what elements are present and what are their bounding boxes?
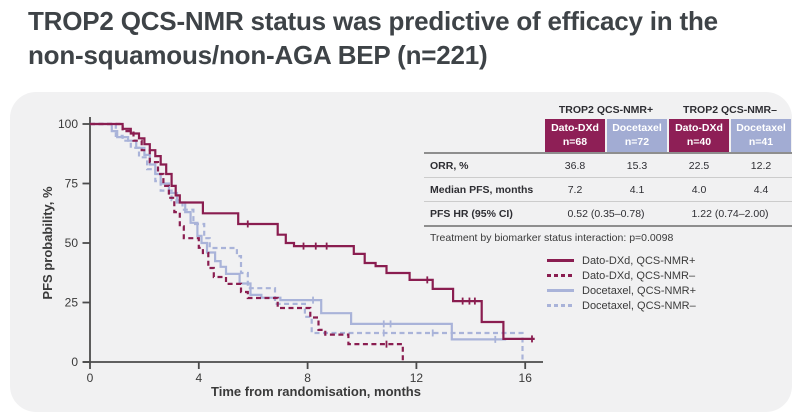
legend-item-2: Docetaxel, QCS-NMR+	[547, 283, 696, 298]
page-title-line-1: TROP2 QCS-NMR status was predictive of e…	[28, 6, 718, 36]
table-column-header-3: Docetaxel n=41	[731, 119, 791, 152]
y-tick-label: 75	[65, 177, 79, 191]
solid-line-swatch	[547, 289, 574, 292]
page-title: TROP2 QCS-NMR status was predictive of e…	[28, 4, 788, 73]
dashed-line-swatch	[547, 304, 574, 307]
table-group-header-qcs-nmr-minus: TROP2 QCS-NMR–	[683, 104, 777, 116]
x-tick-label: 12	[410, 371, 424, 385]
row-value: 4.4	[753, 183, 769, 196]
legend-item-1: Dato-DXd, QCS-NMR–	[547, 268, 696, 283]
row-label: ORR, %	[430, 159, 469, 172]
y-axis-title: PFS probability, %	[40, 186, 55, 300]
legend-label: Dato-DXd, QCS-NMR–	[582, 269, 696, 282]
table-column-header-row: Dato-DXd n=68 Docetaxel n=72 Dato-DXd n=40 Doc…	[424, 119, 792, 152]
table-column-header-1: Docetaxel n=72	[607, 119, 667, 152]
km-curve-dato-dxd-qcs-nmr+	[90, 122, 535, 340]
column-drug-name: Dato-DXd	[675, 122, 723, 134]
row-value: 22.5	[688, 159, 710, 172]
legend-label: Docetaxel, QCS-NMR–	[582, 299, 696, 312]
column-n: n=72	[624, 135, 650, 148]
x-tick-label: 8	[304, 371, 311, 385]
chart-legend: Dato-DXd, QCS-NMR+ Dato-DXd, QCS-NMR– Doce…	[547, 253, 696, 313]
table-header-spacer	[424, 119, 544, 152]
column-drug-name: Docetaxel	[736, 122, 786, 134]
table-row-2: PFS HR (95% CI) 0.52 (0.35–0.78) 1.22 (0.7…	[424, 202, 792, 225]
table-column-header-2: Dato-DXd n=40	[669, 119, 729, 152]
y-tick-label: 100	[58, 117, 78, 131]
column-n: n=68	[562, 135, 588, 148]
results-table: TROP2 QCS-NMR+ TROP2 QCS-NMR– Dato-DXd n=68…	[424, 100, 792, 244]
row-label: Median PFS, months	[430, 183, 534, 196]
row-value: 1.22 (0.74–2.00)	[691, 207, 769, 220]
row-value: 4.0	[691, 183, 707, 196]
table-row-1: Median PFS, months 7.2 4.1 4.0 4.4	[424, 178, 792, 202]
table-group-header-row: TROP2 QCS-NMR+ TROP2 QCS-NMR–	[424, 100, 792, 119]
table-column-header-0: Dato-DXd n=68	[545, 119, 605, 152]
row-label: PFS HR (95% CI)	[430, 207, 513, 220]
column-drug-name: Docetaxel	[612, 122, 662, 134]
solid-line-swatch	[547, 259, 574, 262]
legend-label: Dato-DXd, QCS-NMR+	[582, 254, 696, 267]
column-n: n=41	[748, 135, 774, 148]
dashed-line-swatch	[547, 274, 574, 277]
table-group-header-qcs-nmr-plus: TROP2 QCS-NMR+	[558, 104, 654, 116]
page-title-line-2: non-squamous/non-AGA BEP (n=221)	[28, 40, 488, 71]
km-curve-docetaxel-qcs-nmr-	[90, 122, 524, 360]
km-curve-dato-dxd-qcs-nmr-	[90, 122, 404, 362]
y-tick-label: 50	[65, 236, 79, 250]
row-value: 0.52 (0.35–0.78)	[567, 207, 645, 220]
row-value: 4.1	[629, 183, 645, 196]
x-axis-title: Time from randomisation, months	[211, 384, 421, 399]
y-tick-label: 25	[65, 296, 79, 310]
y-tick-label: 0	[71, 355, 78, 369]
table-row-0: ORR, % 36.8 15.3 22.5 12.2	[424, 154, 792, 178]
column-n: n=40	[686, 135, 712, 148]
x-tick-label: 16	[519, 371, 533, 385]
column-drug-name: Dato-DXd	[551, 122, 599, 134]
row-value: 7.2	[567, 183, 583, 196]
legend-label: Docetaxel, QCS-NMR+	[582, 284, 697, 297]
legend-item-3: Docetaxel, QCS-NMR–	[547, 298, 696, 313]
table-body: ORR, % 36.8 15.3 22.5 12.2 Median PFS, months…	[424, 152, 792, 227]
x-tick-label: 0	[87, 371, 94, 385]
row-value: 15.3	[626, 159, 648, 172]
interaction-footnote: Treatment by biomarker status interactio…	[430, 232, 674, 244]
x-tick-label: 4	[195, 371, 202, 385]
legend-item-0: Dato-DXd, QCS-NMR+	[547, 253, 696, 268]
row-value: 36.8	[564, 159, 586, 172]
row-value: 12.2	[750, 159, 772, 172]
